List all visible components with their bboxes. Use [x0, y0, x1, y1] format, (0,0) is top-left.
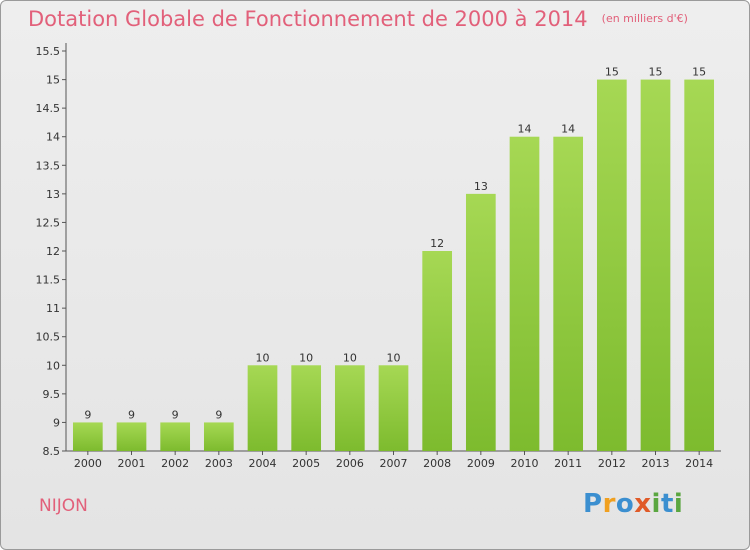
town-name: NIJON [39, 496, 88, 516]
y-tick-label: 15 [46, 74, 60, 87]
bar [334, 365, 365, 451]
logo-letter: o [615, 489, 635, 519]
logo-letter: x [634, 489, 652, 519]
bar [640, 79, 671, 452]
y-tick-label: 13 [46, 188, 60, 201]
chart-subtitle: (en milliers d'€) [601, 12, 688, 25]
y-tick-label: 13.5 [36, 159, 61, 172]
x-tick-label: 2005 [292, 457, 320, 470]
x-tick-label: 2001 [118, 457, 146, 470]
x-tick-label: 2002 [161, 457, 189, 470]
x-tick-label: 2000 [74, 457, 102, 470]
y-tick-label: 14 [46, 131, 60, 144]
x-tick-label: 2010 [511, 457, 539, 470]
bar [116, 422, 147, 451]
bar-value-label: 9 [128, 408, 135, 421]
y-tick-label: 11 [46, 302, 60, 315]
bar [378, 365, 409, 451]
x-tick-label: 2013 [642, 457, 670, 470]
logo-letter: r [602, 489, 616, 519]
bar [291, 365, 322, 451]
bar-value-label: 15 [692, 66, 706, 79]
x-tick-label: 2009 [467, 457, 495, 470]
x-tick-label: 2003 [205, 457, 233, 470]
bar [553, 136, 584, 451]
y-tick-label: 10 [46, 359, 60, 372]
bar-value-label: 13 [474, 180, 488, 193]
y-tick-label: 9.5 [43, 388, 61, 401]
logo-letter: i [651, 489, 661, 519]
y-tick-label: 12.5 [36, 216, 61, 229]
y-tick-label: 12 [46, 245, 60, 258]
logo-letter: t [660, 489, 674, 519]
x-tick-label: 2007 [380, 457, 408, 470]
logo-letter: P [583, 489, 603, 519]
bar-value-label: 10 [387, 351, 401, 364]
chart-title-text: Dotation Globale de Fonctionnement de 20… [28, 7, 588, 31]
bar [465, 193, 496, 451]
y-tick-label: 8.5 [43, 445, 61, 458]
y-tick-label: 10.5 [36, 331, 61, 344]
bar-value-label: 10 [343, 351, 357, 364]
bar [72, 422, 103, 451]
bar-value-label: 15 [649, 66, 663, 79]
x-tick-label: 2011 [554, 457, 582, 470]
x-tick-label: 2006 [336, 457, 364, 470]
chart-title: Dotation Globale de Fonctionnement de 20… [28, 7, 688, 31]
y-tick-label: 15.5 [36, 45, 61, 58]
x-tick-label: 2012 [598, 457, 626, 470]
bar [684, 79, 715, 452]
bar [160, 422, 191, 451]
x-tick-label: 2004 [249, 457, 277, 470]
bar-value-label: 9 [172, 408, 179, 421]
y-tick-label: 11.5 [36, 274, 61, 287]
bar [596, 79, 627, 452]
x-tick-label: 2008 [423, 457, 451, 470]
bar [247, 365, 278, 451]
y-tick-label: 9 [53, 416, 60, 429]
bar [509, 136, 540, 451]
logo-letter: i [673, 489, 684, 519]
bar-value-label: 9 [84, 408, 91, 421]
bar-value-label: 9 [215, 408, 222, 421]
bar-value-label: 12 [430, 237, 444, 250]
bar-value-label: 10 [299, 351, 313, 364]
proxiti-logo[interactable]: Proxiti [583, 489, 683, 519]
bar-value-label: 14 [518, 123, 532, 136]
x-tick-label: 2014 [685, 457, 713, 470]
y-tick-label: 14.5 [36, 102, 61, 115]
bar-value-label: 10 [256, 351, 270, 364]
bar [203, 422, 234, 451]
bar-value-label: 15 [605, 66, 619, 79]
bar-value-label: 14 [561, 123, 575, 136]
bar [422, 251, 453, 451]
